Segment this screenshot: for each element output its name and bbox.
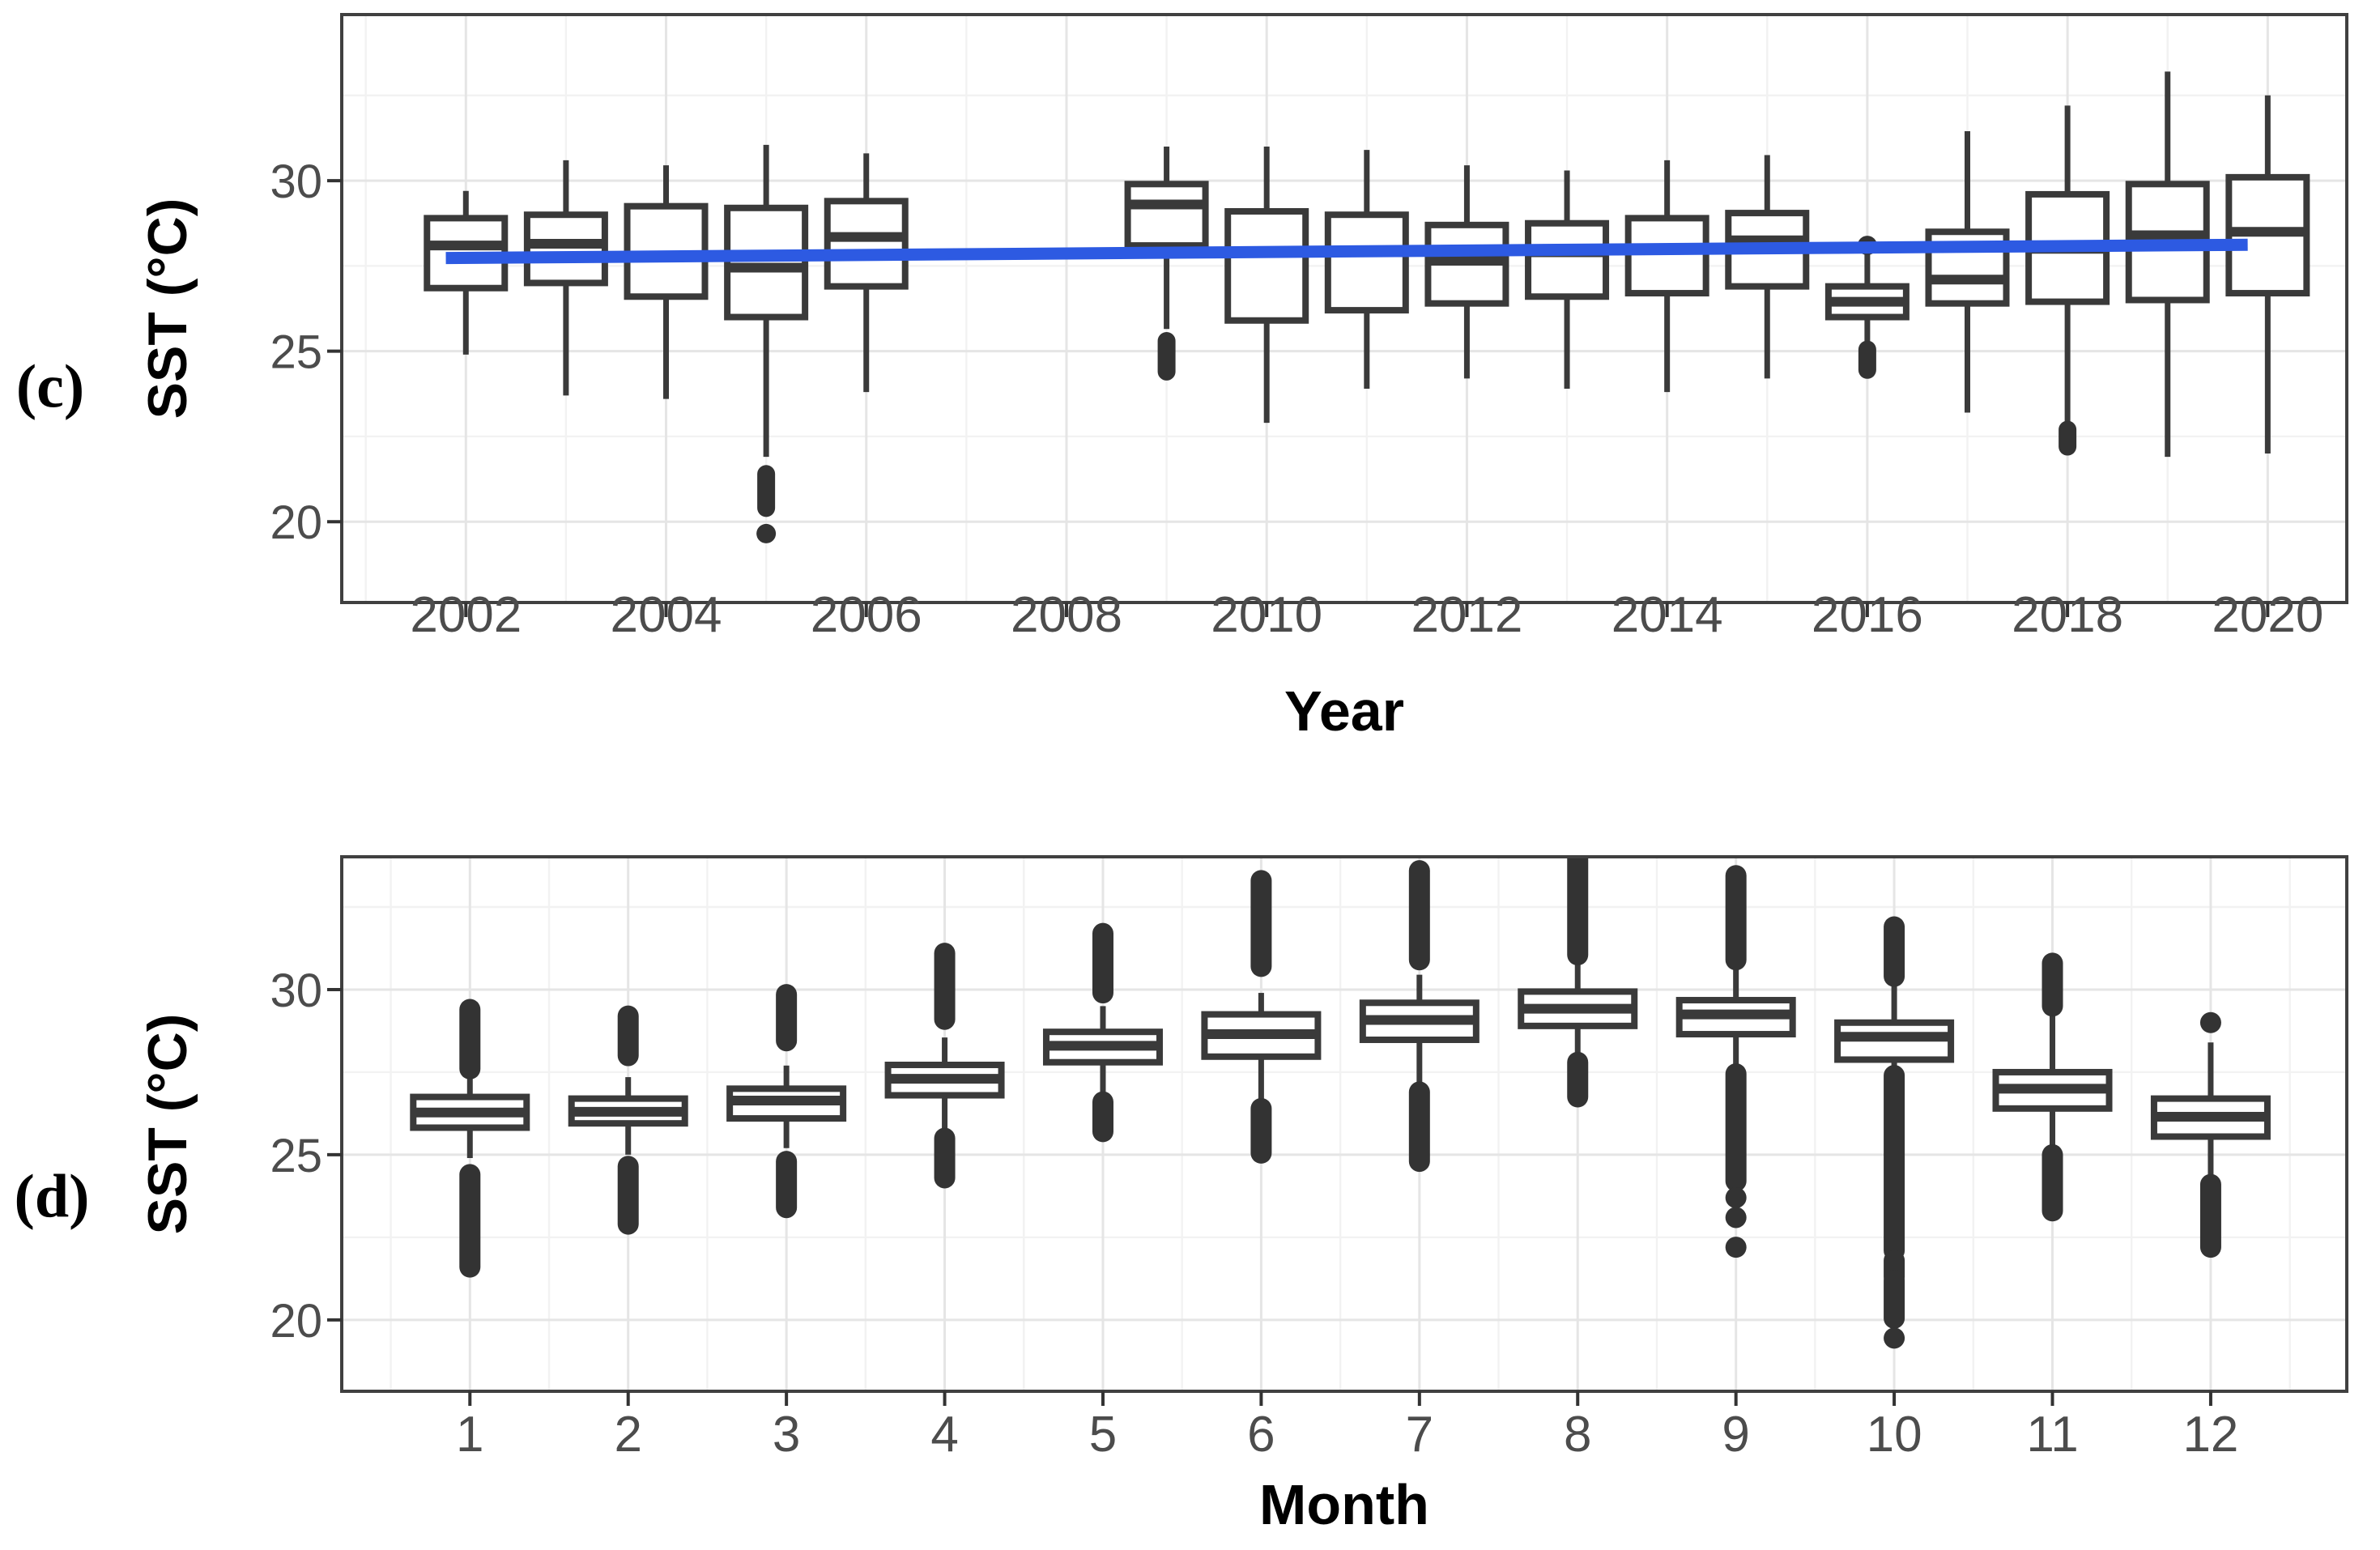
panel-d-y-axis-title: SST (°C) (137, 1013, 198, 1235)
x-tick-label: 4 (930, 1407, 958, 1463)
y-tick-label: 20 (270, 1295, 322, 1348)
y-tick-label: 30 (270, 964, 322, 1017)
boxplot-d-1 (410, 999, 530, 1278)
x-tick-label: 2 (614, 1407, 641, 1463)
panel-d-x-axis-title: Month (1259, 1473, 1429, 1536)
iqr-box (724, 204, 809, 321)
boxplot-c-2003 (523, 160, 608, 396)
boxplot-d-12 (2150, 1011, 2271, 1258)
x-tick-label: 8 (1564, 1407, 1591, 1463)
x-tick-label: 2018 (2012, 587, 2123, 643)
boxplot-d-11 (1992, 952, 2113, 1222)
x-tick-label: 2016 (1812, 587, 1923, 643)
boxplot-d-8 (1518, 857, 1638, 1108)
iqr-box (1525, 219, 1610, 300)
panel-c-tag: (c) (15, 352, 85, 421)
outlier-dot (2199, 1011, 2221, 1033)
boxplot-c-2010 (1224, 146, 1309, 424)
x-tick-label: 9 (1722, 1407, 1749, 1463)
boxplot-c-2006 (824, 153, 909, 393)
iqr-box (1324, 211, 1409, 314)
x-tick-label: 7 (1406, 1407, 1433, 1463)
panel-c-data (424, 71, 2310, 543)
boxplot-d-6 (1201, 870, 1322, 1164)
outlier-dot (756, 523, 777, 543)
panel-c-y-axis-title: SST (°C) (137, 198, 198, 419)
panel-c-axes: 2002 2004 2006 2008 2010 2012 2014 2016 2018 2020… (270, 155, 2323, 643)
boxplot-c-2012 (1424, 165, 1509, 379)
iqr-box (523, 211, 608, 287)
x-tick-label: 2010 (1211, 587, 1322, 643)
x-tick-label: 10 (1867, 1407, 1922, 1463)
boxplot-d-5 (1042, 922, 1163, 1143)
trend-line (445, 238, 2248, 265)
panel-d-border (340, 855, 2348, 1393)
boxplot-c-2016 (1824, 236, 1910, 379)
x-tick-label: 2014 (1612, 587, 1723, 643)
panel-c: 2002 2004 2006 2008 2010 2012 2014 2016 2018 2020… (270, 13, 2348, 643)
panel-d-data (410, 857, 2271, 1349)
x-tick-label: 11 (2026, 1407, 2078, 1463)
outlier-dot (1725, 1207, 1747, 1229)
x-tick-label: 1 (456, 1407, 483, 1463)
outlier-dot (1725, 1186, 1747, 1208)
panel-d-tag: (d) (14, 1162, 90, 1231)
boxplot-d-4 (884, 943, 1005, 1189)
x-tick-label: 2020 (2212, 587, 2323, 643)
x-tick-label: 2012 (1411, 587, 1522, 643)
x-tick-label: 2006 (811, 587, 922, 643)
iqr-box (1224, 207, 1309, 324)
outlier-dot (1884, 1327, 1905, 1349)
x-tick-label: 3 (773, 1407, 800, 1463)
y-tick-label: 25 (270, 326, 322, 379)
boxplot-d-10 (1834, 916, 1955, 1349)
x-tick-label: 5 (1089, 1407, 1117, 1463)
iqr-box (1124, 181, 1209, 249)
y-tick-label: 20 (270, 496, 322, 549)
outlier-dot (1725, 1237, 1747, 1258)
y-tick-label: 25 (270, 1130, 322, 1182)
y-tick-label: 30 (270, 155, 322, 208)
boxplot-c-2009 (1124, 146, 1209, 381)
x-tick-label: 2004 (611, 587, 722, 643)
boxplot-d-3 (726, 984, 847, 1219)
boxplot-c-2020 (2225, 95, 2310, 454)
x-tick-label: 6 (1247, 1407, 1275, 1463)
boxplot-d-9 (1675, 865, 1796, 1258)
iqr-box (824, 198, 909, 290)
boxplot-c-2005 (724, 144, 809, 543)
boxplot-d-7 (1359, 860, 1480, 1173)
panel-c-border (340, 13, 2348, 604)
iqr-box (1624, 215, 1709, 297)
panel-c-x-axis-title: Year (1284, 679, 1404, 743)
x-tick-label: 2002 (410, 587, 522, 643)
x-tick-label: 12 (2182, 1407, 2238, 1463)
boxplot-d-2 (568, 1005, 688, 1235)
x-tick-label: 2008 (1011, 587, 1122, 643)
